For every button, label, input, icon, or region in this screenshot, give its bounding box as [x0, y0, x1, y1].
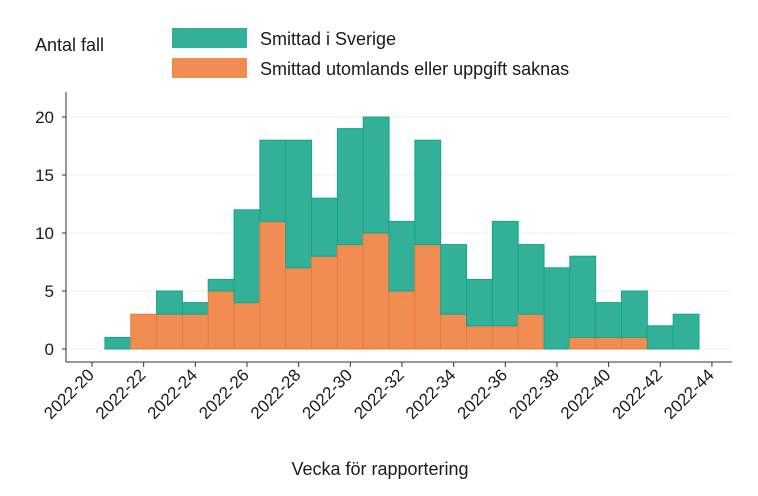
legend-label: Smittad i Sverige [260, 29, 396, 49]
x-tick-label: 2022-20 [40, 365, 98, 423]
bar [569, 255, 597, 338]
bar [646, 325, 674, 350]
bar [517, 313, 545, 350]
bar [543, 267, 571, 350]
bar [285, 267, 313, 350]
bar [259, 139, 287, 222]
bar [440, 244, 468, 315]
bar [362, 116, 390, 234]
bar [414, 139, 442, 246]
bar [595, 302, 623, 338]
bar [156, 290, 183, 315]
legend-swatch [172, 58, 247, 78]
bar [595, 336, 623, 350]
x-tick-label: 2022-22 [92, 365, 150, 423]
x-tick-label: 2022-28 [247, 365, 305, 423]
bar [414, 244, 442, 350]
bar [233, 209, 261, 304]
x-tick-label: 2022-24 [144, 365, 202, 423]
y-tick-label: 5 [45, 282, 54, 301]
bar [621, 336, 648, 350]
bar [569, 336, 597, 350]
bar [336, 128, 364, 246]
bar [259, 220, 287, 350]
bar [130, 313, 158, 350]
legend-label: Smittad utomlands eller uppgift saknas [260, 59, 569, 79]
bar [311, 197, 338, 257]
bar [621, 290, 648, 338]
bar [336, 244, 364, 350]
bar [466, 325, 493, 350]
x-tick-label: 2022-34 [402, 365, 460, 423]
bar [207, 278, 235, 292]
x-tick-label: 2022-26 [195, 365, 253, 423]
y-tick-label: 0 [45, 340, 54, 359]
bar [104, 336, 132, 350]
bar [491, 325, 519, 350]
y-axis-title: Antal fall [35, 35, 104, 55]
y-tick-label: 20 [35, 108, 54, 127]
x-tick-label: 2022-40 [557, 365, 615, 423]
bar [440, 313, 468, 350]
x-tick-label: 2022-32 [350, 365, 408, 423]
bar [388, 220, 416, 292]
bar [311, 255, 338, 350]
bar [285, 139, 313, 269]
bar [517, 244, 545, 315]
bar [388, 290, 416, 350]
x-tick-label: 2022-38 [505, 365, 563, 423]
bar [362, 232, 390, 350]
x-axis-title: Vecka för rapportering [291, 459, 468, 479]
x-tick-label: 2022-42 [609, 365, 667, 423]
legend-swatch [172, 28, 247, 48]
bar [233, 302, 261, 350]
bar [672, 313, 700, 350]
y-tick-label: 15 [35, 166, 54, 185]
bar [466, 278, 493, 327]
bar [207, 290, 235, 350]
x-tick-label: 2022-44 [660, 365, 718, 423]
y-tick-label: 10 [35, 224, 54, 243]
x-tick-label: 2022-36 [454, 365, 512, 423]
x-tick-label: 2022-30 [299, 365, 357, 423]
bar [181, 302, 209, 315]
bar [491, 220, 519, 327]
bar [181, 313, 209, 350]
bar [156, 313, 183, 350]
